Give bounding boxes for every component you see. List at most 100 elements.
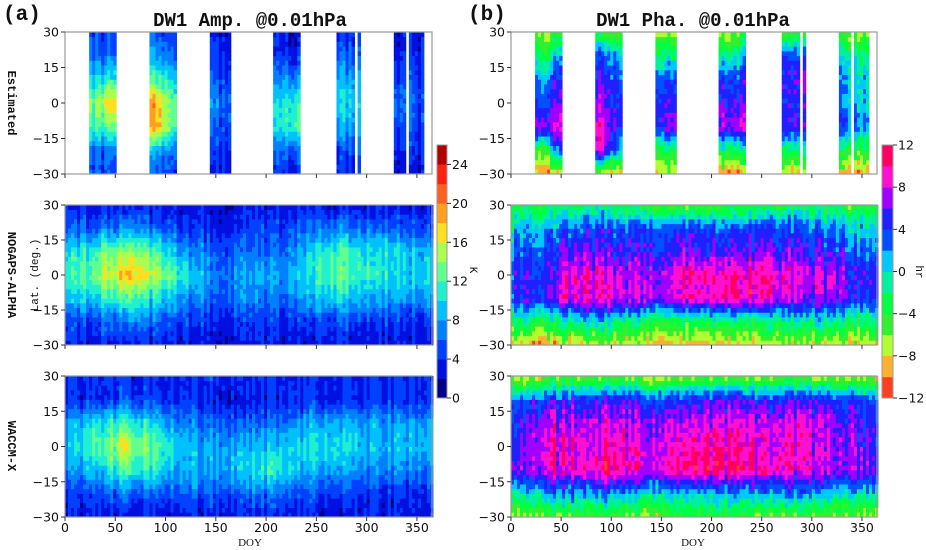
heatmap-cell <box>372 312 377 318</box>
heatmap-cell <box>161 270 165 276</box>
heatmap-cell <box>387 312 392 318</box>
heatmap-cell <box>348 237 352 243</box>
heatmap-cell <box>357 41 362 47</box>
heatmap-cell <box>276 65 280 71</box>
heatmap-cell <box>149 88 153 94</box>
heatmap-cell <box>95 74 99 80</box>
heatmap-cell <box>104 340 108 346</box>
heatmap-cell <box>83 242 87 248</box>
heatmap-cell <box>288 79 292 85</box>
heatmap-cell <box>402 65 407 71</box>
heatmap-cell <box>396 289 401 295</box>
heatmap-cell <box>384 223 389 229</box>
heatmap-cell <box>402 140 407 146</box>
heatmap-cell <box>348 214 352 220</box>
heatmap-cell <box>327 331 331 337</box>
heatmap-cell <box>92 32 96 38</box>
heatmap-cell <box>128 321 132 327</box>
heatmap-cell <box>104 335 108 341</box>
heatmap-cell <box>396 275 401 281</box>
heatmap-cell <box>239 214 244 220</box>
heatmap-cell <box>300 247 304 253</box>
heatmap-cell <box>164 74 168 80</box>
heatmap-cell <box>209 32 214 38</box>
heatmap-cell <box>258 279 262 285</box>
heatmap-cell <box>122 237 126 243</box>
heatmap-cell <box>270 233 274 239</box>
heatmap-cell <box>116 219 120 225</box>
heatmap-cell <box>194 205 199 211</box>
heatmap-cell <box>173 223 178 229</box>
heatmap-cell <box>291 242 295 248</box>
heatmap-cell <box>182 261 187 267</box>
heatmap-cell <box>342 69 346 75</box>
heatmap-cell <box>224 93 229 99</box>
heatmap-cell <box>218 121 223 128</box>
heatmap-cell <box>197 219 202 225</box>
heatmap-cell <box>227 145 232 151</box>
heatmap-cell <box>327 279 331 285</box>
heatmap-cell <box>116 289 120 295</box>
heatmap-cell <box>390 265 395 271</box>
heatmap-cell <box>194 214 199 220</box>
heatmap-cell <box>372 233 377 239</box>
heatmap-cell <box>188 237 193 243</box>
heatmap-cell <box>239 340 244 346</box>
heatmap-cell <box>77 321 81 327</box>
heatmap-cell <box>83 214 87 220</box>
heatmap-cell <box>167 65 171 71</box>
heatmap-cell <box>161 145 165 151</box>
heatmap-cell <box>345 159 349 165</box>
heatmap-cell <box>194 279 199 285</box>
heatmap-cell <box>390 205 395 211</box>
heatmap-cell <box>224 117 229 123</box>
heatmap-cell <box>170 219 174 225</box>
heatmap-cell <box>405 331 410 337</box>
heatmap-cell <box>351 293 355 299</box>
heatmap-cell <box>312 233 316 239</box>
heatmap-cell <box>65 237 69 243</box>
heatmap-cell <box>378 219 383 225</box>
heatmap-cell <box>104 205 108 211</box>
heatmap-cell <box>375 219 380 225</box>
heatmap-cell <box>309 335 313 341</box>
heatmap-cell <box>285 247 289 253</box>
heatmap-cell <box>357 150 362 156</box>
heatmap-cell <box>333 209 337 215</box>
heatmap-cell <box>197 256 202 262</box>
heatmap-cell <box>191 326 196 332</box>
heatmap-cell <box>176 214 181 220</box>
heatmap-cell <box>104 112 108 118</box>
heatmap-cell <box>95 103 99 109</box>
heatmap-cell <box>212 261 217 267</box>
heatmap-cell <box>339 303 343 309</box>
heatmap-cell <box>336 50 340 57</box>
heatmap-cell <box>197 214 202 220</box>
heatmap-cell <box>113 103 117 109</box>
heatmap-cell <box>131 321 135 327</box>
heatmap-cell <box>393 312 398 318</box>
heatmap-cell <box>291 214 295 220</box>
heatmap-cell <box>236 331 241 337</box>
heatmap-cell <box>215 335 220 341</box>
heatmap-cell <box>182 279 187 285</box>
heatmap-cell <box>245 284 250 290</box>
heatmap-cell <box>71 247 75 253</box>
heatmap-cell <box>83 233 87 239</box>
heatmap-cell <box>137 270 141 276</box>
heatmap-cell <box>315 298 319 304</box>
heatmap-cell <box>167 331 171 337</box>
heatmap-cell <box>167 326 171 332</box>
heatmap-cell <box>339 214 343 220</box>
heatmap-cell <box>354 303 358 309</box>
heatmap-cell <box>74 261 78 267</box>
heatmap-cell <box>288 84 292 90</box>
heatmap-cell <box>209 84 214 90</box>
heatmap-cell <box>396 60 401 66</box>
heatmap-cell <box>158 36 162 42</box>
heatmap-cell <box>71 279 75 285</box>
heatmap-cell <box>381 261 386 267</box>
heatmap-cell <box>381 275 386 281</box>
heatmap-cell <box>92 237 96 243</box>
heatmap-cell <box>252 247 256 253</box>
